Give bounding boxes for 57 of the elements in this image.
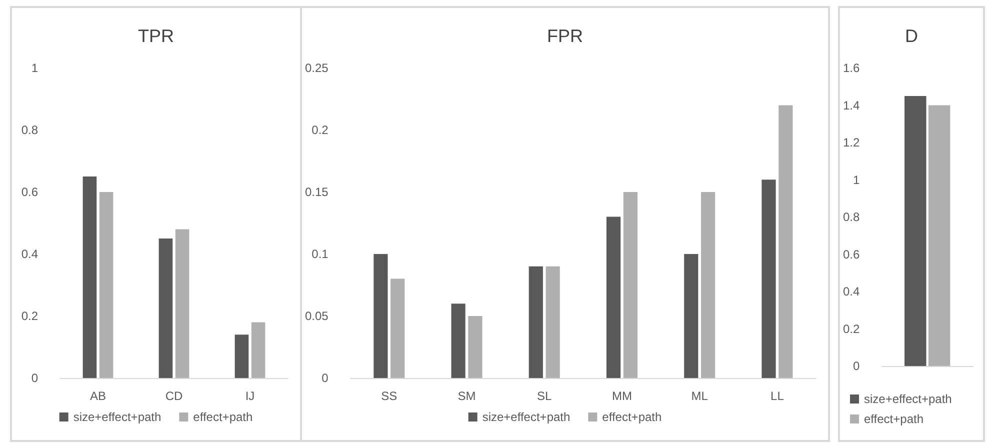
y-tick-label: 0.25 — [304, 61, 329, 75]
bar — [684, 254, 698, 378]
bar — [528, 266, 543, 378]
bar — [82, 176, 97, 378]
y-tick-label: 0.4 — [842, 284, 860, 298]
y-tick-label: 0.2 — [21, 309, 38, 323]
x-tick-label: ML — [691, 389, 708, 403]
bar — [762, 180, 776, 378]
bar — [99, 192, 114, 378]
legend-label: size+effect+path — [73, 410, 162, 424]
legend-label: effect+path — [193, 410, 253, 424]
y-tick-label: 1 — [852, 172, 860, 187]
bar — [158, 238, 173, 378]
y-tick-label: 1.2 — [842, 136, 860, 150]
legend-label: size+effect+path — [864, 392, 952, 406]
y-tick-label: 0.1 — [312, 247, 329, 261]
y-tick-label: 0.2 — [842, 322, 860, 336]
legend-label: size+effect+path — [482, 410, 570, 424]
x-tick-label: SS — [381, 389, 398, 403]
y-tick-label: 0.05 — [304, 309, 329, 323]
bar — [175, 229, 190, 378]
y-tick-label: 1.4 — [842, 98, 860, 112]
x-tick-label: AB — [90, 389, 106, 403]
y-tick-label: 0.6 — [21, 185, 38, 199]
y-tick-label: 0.4 — [21, 247, 38, 261]
x-tick-label: SL — [537, 389, 552, 403]
y-tick-label: 0 — [852, 359, 860, 373]
y-tick-label: 1.6 — [842, 61, 860, 75]
y-tick-label: 0.2 — [312, 123, 329, 137]
legend-label: effect+path — [602, 410, 662, 424]
x-tick-label: LL — [770, 389, 784, 403]
y-tick-label: 0.15 — [304, 185, 329, 199]
bar — [546, 266, 560, 378]
bar — [451, 304, 466, 378]
y-tick-label: 0 — [322, 371, 329, 385]
x-tick-label: CD — [165, 389, 183, 403]
chart-title: FPR — [547, 26, 583, 46]
chart-title: D — [905, 26, 918, 46]
bar — [234, 334, 249, 378]
x-tick-label: MM — [612, 389, 632, 403]
bar — [390, 278, 405, 378]
bar — [251, 322, 266, 378]
y-tick-label: 0.8 — [842, 210, 860, 224]
x-tick-label: SM — [458, 389, 476, 403]
bar — [701, 192, 716, 378]
bar — [374, 254, 388, 378]
y-tick-label: 0 — [31, 371, 38, 385]
chart-title: TPR — [138, 26, 174, 46]
bar — [468, 316, 482, 378]
bar — [778, 105, 793, 378]
x-tick-label: IJ — [245, 389, 255, 403]
bar — [606, 216, 621, 378]
bar — [623, 192, 638, 378]
y-tick-label: 0.6 — [842, 247, 860, 262]
y-tick-label: 1 — [31, 61, 38, 75]
y-tick-label: 0.8 — [21, 123, 38, 137]
legend-label: effect+path — [864, 412, 924, 426]
